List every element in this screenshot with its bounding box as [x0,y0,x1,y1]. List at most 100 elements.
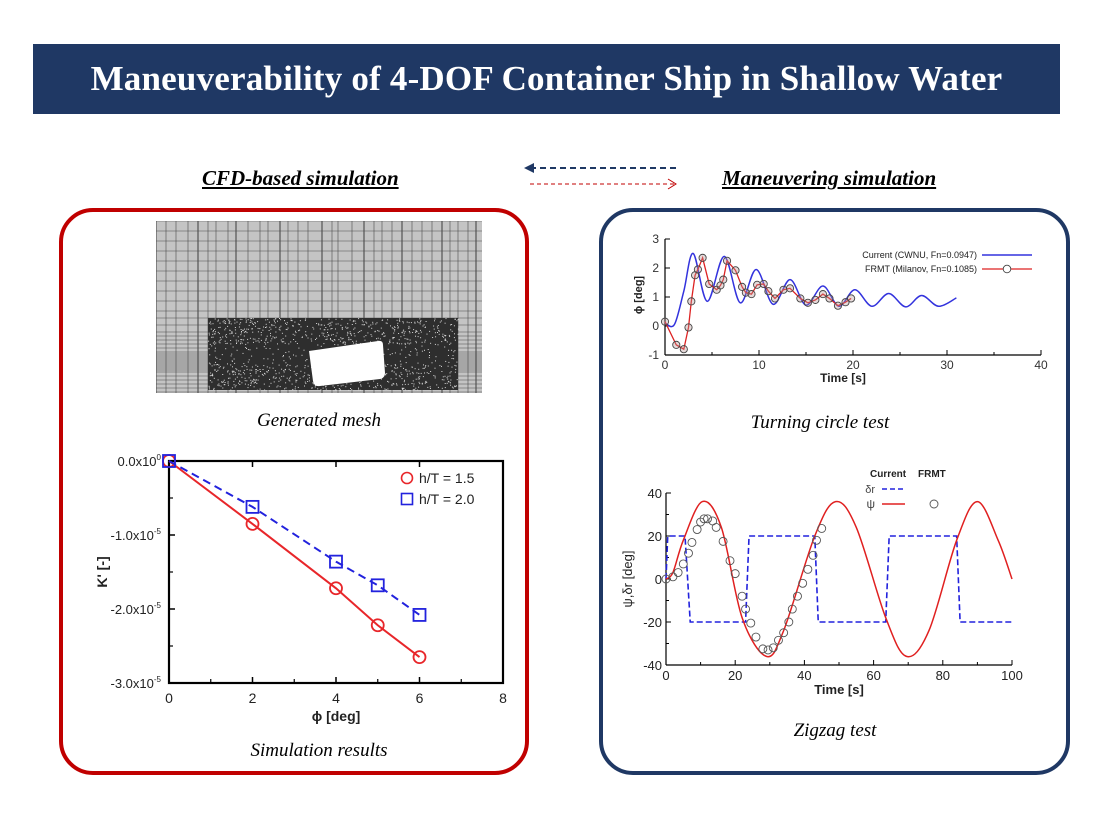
legend-label-rudder: δr [865,484,875,496]
frmt-data-point [661,574,671,584]
y-tick-label: 0.0x100 [118,453,162,469]
x-tick-label: 8 [499,690,507,706]
x-axis-label: Time [s] [814,682,864,697]
y-tick-label: 0 [652,319,659,333]
frmt-data-point [803,298,812,307]
mesh-caption: Generated mesh [257,410,381,431]
y-tick-label: -1 [648,348,659,362]
frmt-data-point [764,287,773,296]
simulation-results-chart: 0 2 4 6 8 0.0x100 -1.0x10-5 -2.0x10-5 -3.0x10-5 ϕ… [95,453,507,724]
frmt-data-point [668,572,678,582]
y-tick-label: -1.0x10-5 [111,527,162,543]
frmt-data-point [731,266,740,275]
frmt-data-point [693,265,702,274]
legend-header-frmt: FRMT [918,469,946,480]
legend-label-frmt: FRMT (Milanov, Fn=0.1085) [865,264,977,274]
frmt-series-line [664,255,852,351]
exchange-arrows [524,163,680,190]
frmt-data-point [737,591,747,601]
frmt-data-point [803,564,813,574]
frmt-data-point [698,253,707,262]
frmt-data-point [711,522,721,532]
y-tick-label: -40 [643,658,662,673]
frmt-data-point [725,556,735,566]
legend-label-current: Current (CWNU, Fn=0.0947) [862,250,977,260]
frmt-data-point [719,275,728,284]
frmt-data-point [798,578,808,588]
data-point-square [370,578,385,593]
y-tick-label: -2.0x10-5 [111,601,162,617]
x-tick-label: 4 [332,690,340,706]
y-tick-exponent: -5 [154,527,162,536]
maneuvering-heading: Maneuvering simulation [722,166,937,190]
frmt-data-point [746,618,756,628]
x-tick-label: 10 [752,358,766,372]
frmt-data-point [773,635,783,645]
y-tick-label: -20 [643,615,662,630]
legend-label: h/T = 1.5 [419,470,475,486]
title-banner: Maneuverability of 4-DOF Container Ship … [33,44,1060,114]
x-tick-label: 100 [1001,668,1023,683]
y-tick-exponent: 0 [157,453,162,462]
legend-label: h/T = 2.0 [419,491,475,507]
x-tick-label: 60 [866,668,880,683]
frmt-data-point [705,279,714,289]
x-tick-label: 40 [797,668,811,683]
series-line-1 [168,460,421,616]
cfd-heading: CFD-based simulation [202,166,399,190]
frmt-data-point [785,284,795,293]
frmt-data-point [784,617,794,627]
data-point-circle [412,650,427,665]
x-tick-label: 0 [662,358,669,372]
x-tick-label: 0 [165,690,173,706]
y-tick-label: 1 [652,290,659,304]
frmt-data-point [793,591,802,601]
data-point-square [412,608,427,622]
page-title: Maneuverability of 4-DOF Container Ship … [90,59,1003,98]
y-tick-exponent: -5 [154,601,162,610]
y-tick-label: -3.0x10-5 [111,675,162,691]
frmt-data-point [722,256,732,265]
y-tick-exponent: -5 [154,675,162,684]
frmt-data-point [841,298,850,307]
data-point-square [162,454,176,468]
frmt-data-point [673,568,683,578]
mesh-noise [208,318,459,391]
frmt-data-point [684,323,693,332]
data-point-circle [329,581,343,596]
frmt-data-point [718,536,728,546]
y-tick-label: 3 [652,232,659,246]
x-axis-label: Time [s] [820,371,866,385]
ship-cross-section [309,340,385,387]
x-tick-label: 20 [728,668,742,683]
y-tick-label: 40 [648,486,662,501]
arrow-left-icon [524,163,680,173]
frmt-data-point [687,537,697,547]
data-point-square [245,499,260,514]
results-caption: Simulation results [250,740,388,761]
rudder-angle-line [665,535,1012,623]
frmt-data-point [672,340,681,349]
frmt-data-point [833,301,843,310]
frmt-data-point [812,535,821,545]
frmt-data-point [684,548,693,558]
x-tick-label: 40 [1034,358,1048,372]
frmt-data-point [699,514,709,524]
x-tick-label: 20 [846,358,860,372]
frmt-data-point [763,645,773,655]
frmt-data-point [817,524,827,533]
frmt-data-point [787,604,797,614]
generated-mesh-image [156,221,482,393]
zigzag-caption: Zigzag test [793,720,877,741]
legend-header-current: Current [870,469,907,480]
frmt-data-point [779,628,789,638]
frmt-data-point [692,525,702,535]
y-axis-label: ϕ [deg] [633,276,645,315]
legend-marker-frmt [929,499,939,509]
legend-marker [400,492,414,506]
frmt-data-point [747,290,756,299]
x-tick-label: 6 [416,690,424,706]
x-tick-label: 30 [940,358,954,372]
